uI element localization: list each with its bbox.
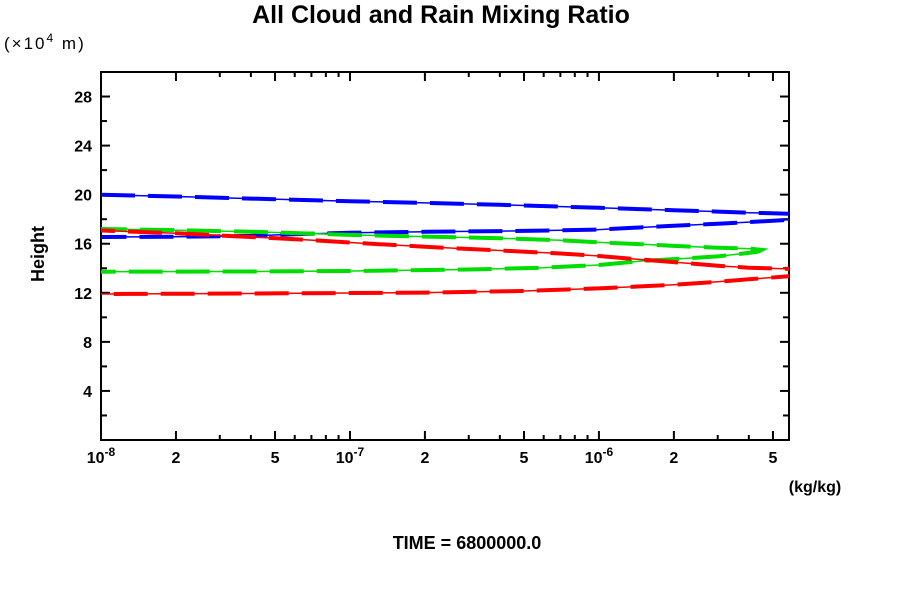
x-tick-label: 10-6 [585,445,614,467]
red-curve-dashes [101,228,789,296]
y-tick-label: 4 [83,384,92,401]
green-curve [101,227,769,274]
x-axis-unit-label: (kg/kg) [789,479,841,496]
green-curve-dashes [101,227,769,274]
red-curve-line [101,229,789,295]
axes [100,71,790,441]
y-tick-label: 28 [74,90,92,107]
x-tick-label: 2 [669,450,678,467]
time-label: TIME = 6800000.0 [393,533,542,553]
x-tick-label: 5 [768,450,777,467]
y-tick-label: 12 [74,286,92,303]
y-tick-label: 24 [74,139,92,156]
y-tick-label: 16 [74,237,92,254]
x-tick-label: 2 [420,450,429,467]
y-tick-label: 20 [74,188,92,205]
y-axis-unit-exponent: 4 [47,31,56,45]
y-axis-title: Height [28,226,48,282]
y-axis-unit-prefix: (×10 [4,34,47,53]
x-tick-label: 10-8 [87,445,116,467]
x-tick-label: 10-7 [336,445,365,467]
y-tick-label: 8 [83,335,92,352]
chart-title: All Cloud and Rain Mixing Ratio [252,1,630,29]
y-axis-unit-suffix: m) [55,34,86,53]
x-tick-label: 5 [271,450,280,467]
tick-labels: 10-8 2 5 10-7 2 5 10-6 2 5 4 8 12 16 20 24 28 [74,90,777,467]
x-tick-label: 5 [520,450,529,467]
blue-curve-dashes [101,192,789,239]
data-series [101,192,789,296]
y-axis-unit-label: (×104 m) [4,31,86,53]
red-curve [101,228,789,296]
plot-border [100,71,790,441]
x-tick-label: 2 [171,450,180,467]
blue-curve [101,192,789,239]
